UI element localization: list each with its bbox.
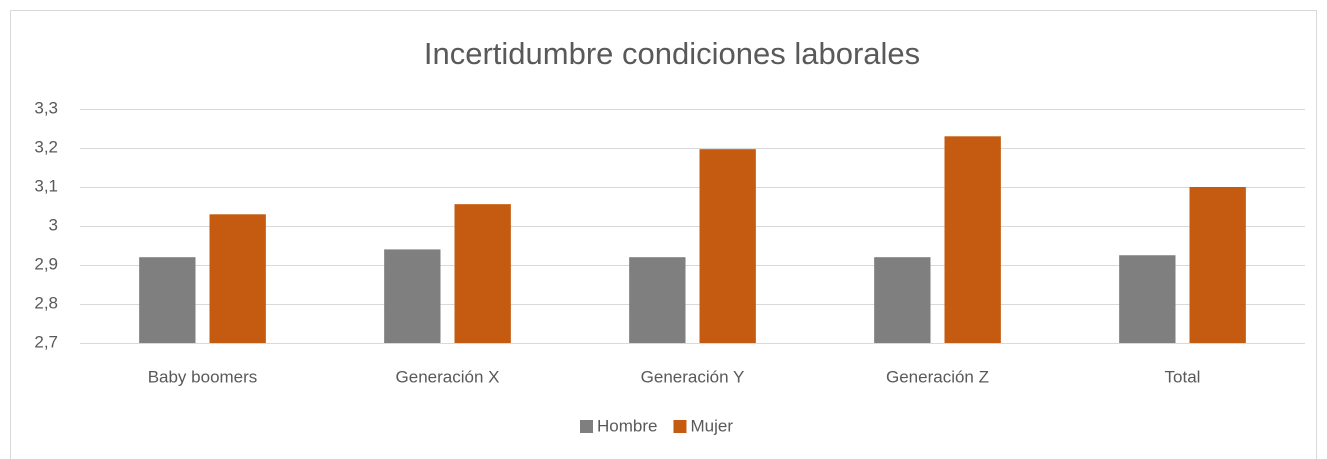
bar	[629, 257, 686, 343]
x-tick-label: Generación X	[396, 367, 500, 386]
y-tick-label: 3	[49, 215, 58, 234]
y-tick-label: 2,9	[34, 254, 58, 273]
legend-swatch	[673, 420, 687, 433]
legend-label: Mujer	[690, 416, 733, 435]
x-tick-label: Total	[1165, 367, 1201, 386]
chart-title: Incertidumbre condiciones laborales	[424, 36, 920, 71]
y-tick-label: 3,2	[34, 137, 58, 156]
legend-swatch	[580, 420, 593, 433]
x-tick-label: Baby boomers	[148, 367, 258, 386]
bar	[874, 257, 931, 343]
x-tick-label: Generación Y	[641, 367, 745, 386]
bar	[1189, 187, 1246, 343]
bar	[944, 136, 1001, 343]
bar	[209, 214, 266, 343]
y-tick-label: 3,3	[34, 98, 58, 117]
bar	[139, 257, 196, 343]
bar	[454, 204, 511, 343]
y-tick-label: 3,1	[34, 176, 58, 195]
y-tick-label: 2,8	[34, 293, 58, 312]
x-tick-label: Generación Z	[886, 367, 989, 386]
bar	[699, 149, 756, 343]
bar	[384, 249, 441, 343]
bar	[1119, 255, 1176, 343]
y-tick-label: 2,7	[34, 332, 58, 351]
chart-border	[10, 10, 1317, 459]
legend-label: Hombre	[597, 416, 657, 435]
